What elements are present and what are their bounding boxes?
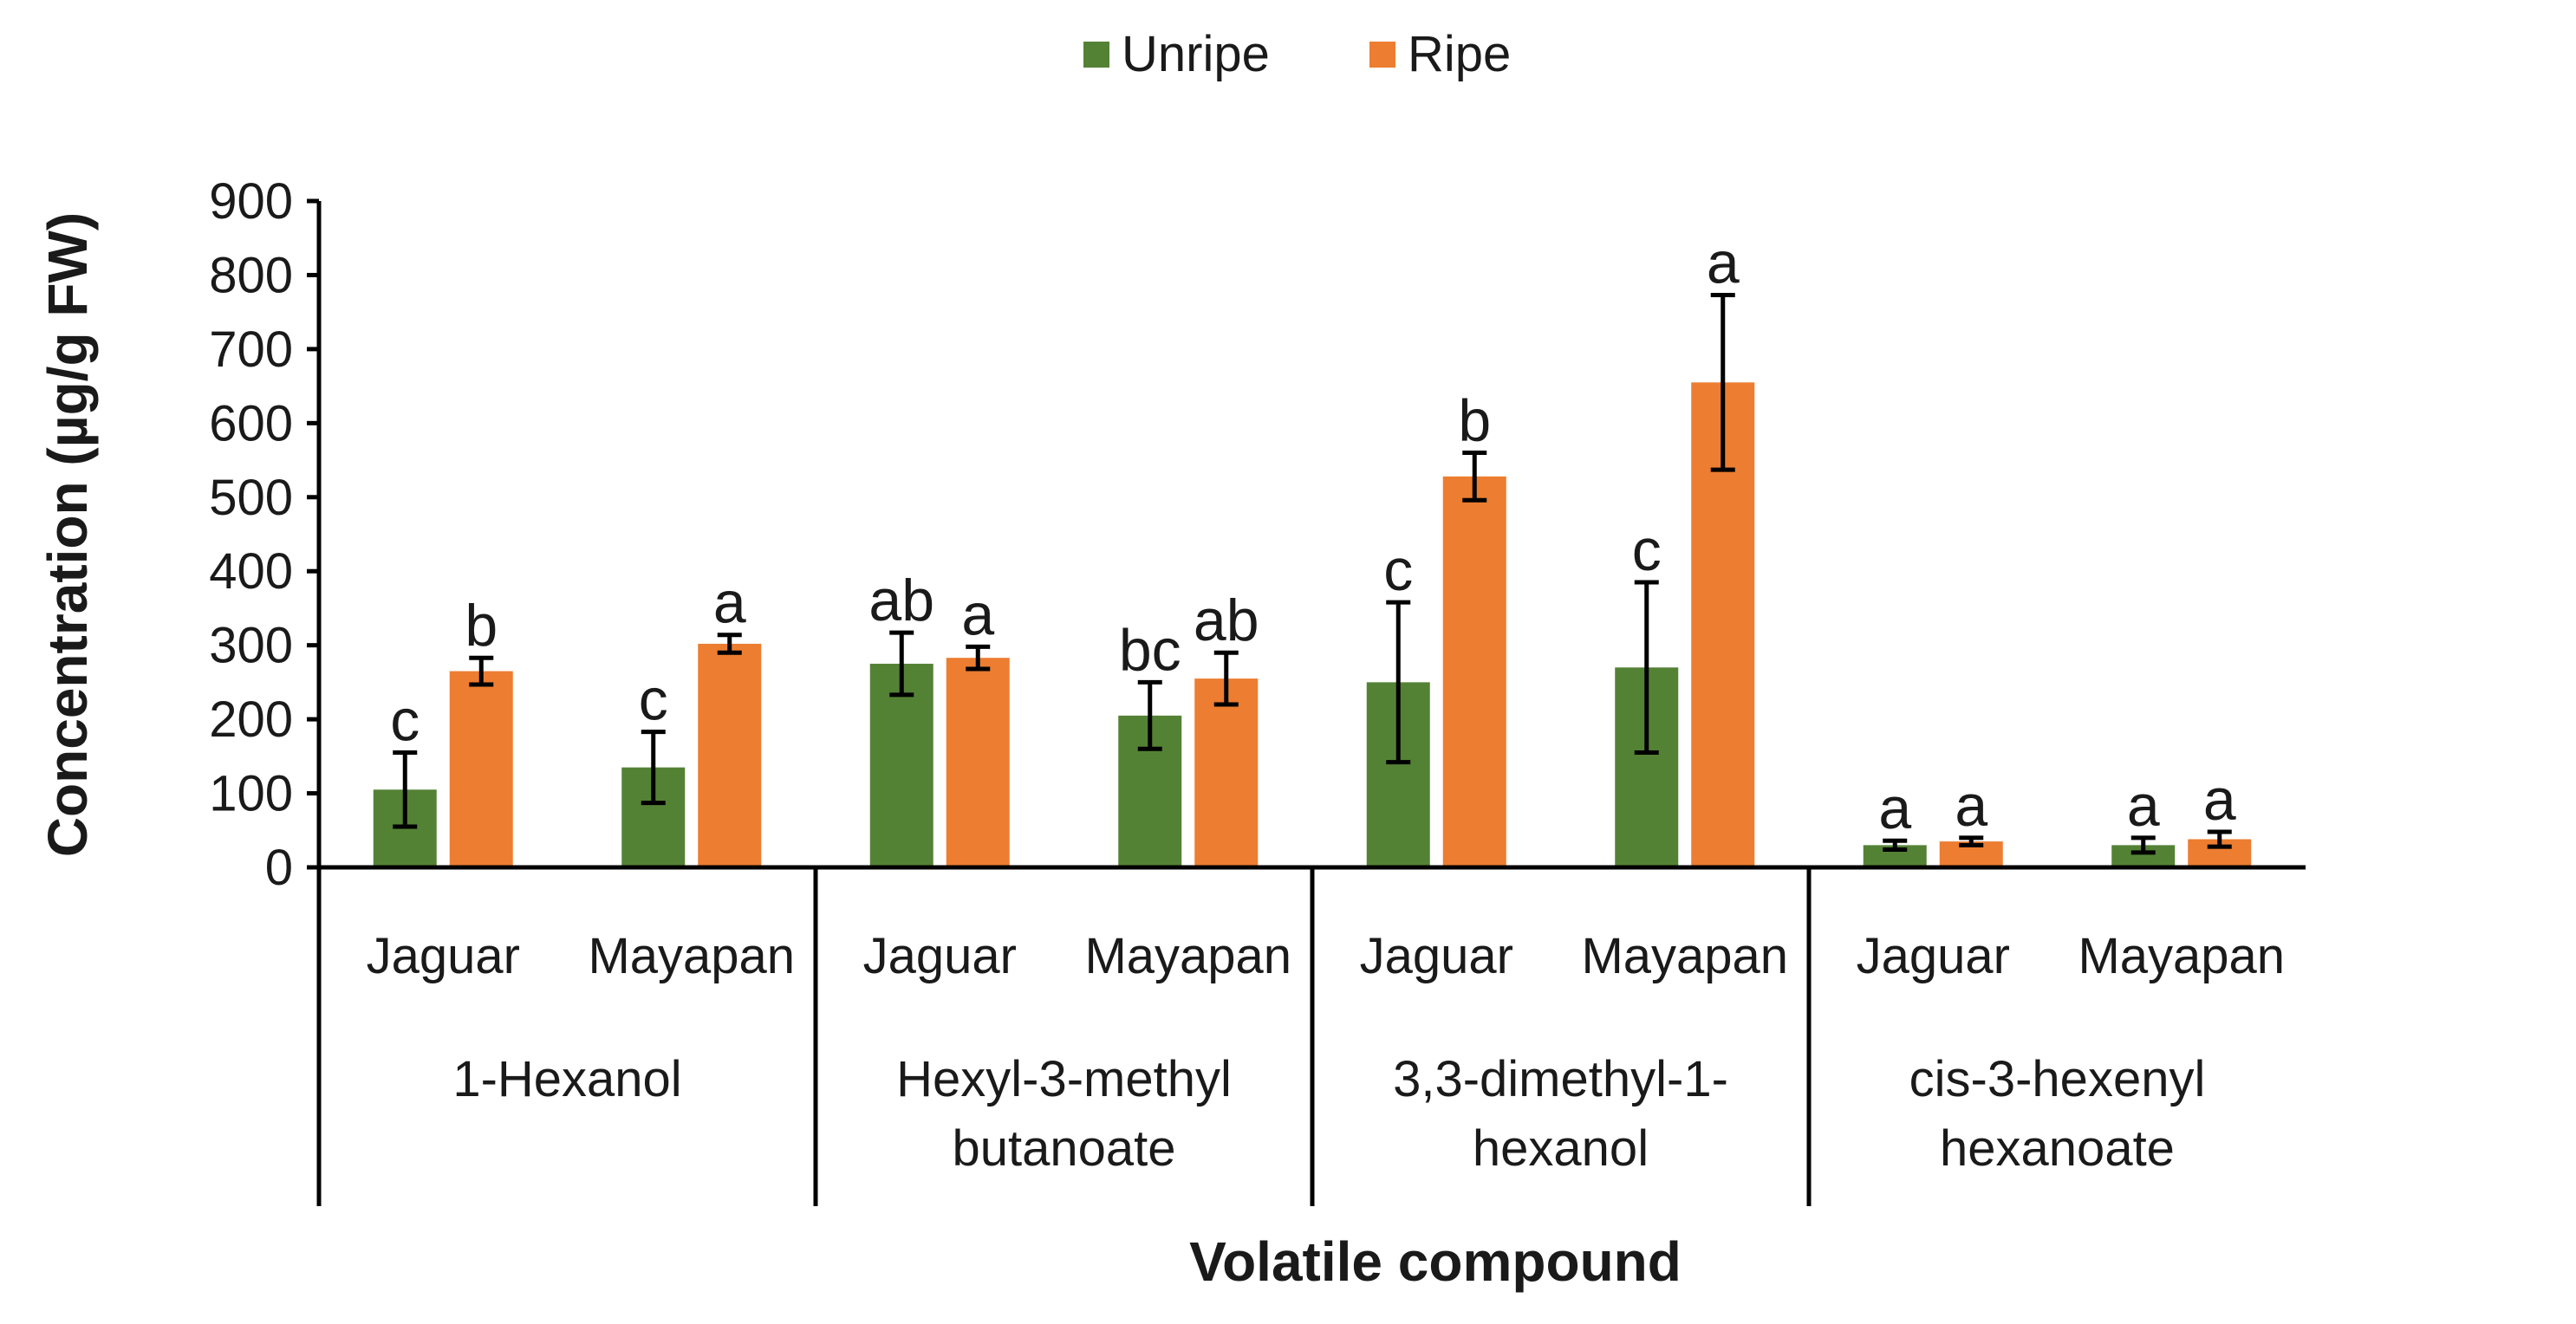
significance-letter: a bbox=[1707, 230, 1740, 296]
category-label: Jaguar bbox=[1360, 928, 1513, 984]
group-label: hexanoate bbox=[1940, 1120, 2175, 1177]
legend: Unripe Ripe bbox=[1083, 26, 1511, 82]
x-axis-labels: Jaguar Mayapan Jaguar Mayapan Jaguar Mayapan J… bbox=[367, 928, 2285, 1177]
legend-swatch-unripe bbox=[1083, 42, 1109, 68]
group-dividers bbox=[813, 867, 1812, 1206]
category-label: Mayapan bbox=[588, 928, 795, 984]
significance-letter: a bbox=[1878, 776, 1911, 841]
y-axis-title: Concentration (µg/g FW) bbox=[36, 212, 99, 857]
bar-ripe bbox=[449, 671, 513, 867]
y-tick-label: 800 bbox=[209, 247, 293, 303]
bar-ripe bbox=[698, 643, 762, 867]
significance-letter: ab bbox=[1194, 587, 1259, 653]
y-tick-label: 200 bbox=[209, 691, 293, 748]
category-label: Jaguar bbox=[1857, 928, 2010, 984]
y-tick-label: 600 bbox=[209, 395, 293, 451]
significance-letter: bc bbox=[1119, 617, 1181, 683]
bar-unripe bbox=[869, 664, 933, 867]
category-label: Jaguar bbox=[367, 928, 520, 984]
bar-ripe bbox=[946, 658, 1010, 867]
y-tick-label: 500 bbox=[209, 470, 293, 526]
y-tick-label: 0 bbox=[265, 840, 293, 896]
significance-letter: a bbox=[2127, 773, 2160, 839]
group-label: 3,3-dimethyl-1- bbox=[1393, 1051, 1728, 1107]
y-tick-label: 300 bbox=[209, 618, 293, 674]
y-tick-label: 100 bbox=[209, 766, 293, 822]
significance-letter: c bbox=[1383, 537, 1413, 603]
group-label: butanoate bbox=[952, 1120, 1175, 1177]
y-axis-ticks: 0 100 200 300 400 500 600 700 800 900 bbox=[209, 173, 319, 896]
bar-ripe bbox=[1442, 476, 1506, 867]
significance-letter: c bbox=[639, 667, 668, 733]
group-label: cis-3-hexenyl bbox=[1909, 1051, 2206, 1107]
category-label: Jaguar bbox=[863, 928, 1017, 984]
y-tick-label: 900 bbox=[209, 173, 293, 230]
legend-label-unripe: Unripe bbox=[1122, 26, 1270, 82]
bar-ripe bbox=[1194, 678, 1259, 867]
significance-letter: b bbox=[1458, 388, 1491, 454]
significance-letter: ab bbox=[868, 568, 934, 633]
significance-letter: c bbox=[390, 688, 420, 754]
significance-letter: b bbox=[465, 593, 498, 659]
significance-letter: a bbox=[2203, 767, 2236, 833]
legend-swatch-ripe bbox=[1369, 42, 1395, 68]
category-label: Mayapan bbox=[1084, 928, 1291, 984]
category-label: Mayapan bbox=[2078, 928, 2285, 984]
significance-letter: a bbox=[961, 581, 994, 647]
significance-letter: c bbox=[1632, 517, 1662, 583]
significance-letter: a bbox=[1955, 773, 1987, 839]
error-bars bbox=[393, 293, 2232, 855]
group-label: Hexyl-3-methyl bbox=[896, 1051, 1232, 1107]
y-tick-label: 700 bbox=[209, 321, 293, 378]
category-label: Mayapan bbox=[1581, 928, 1788, 984]
legend-label-ripe: Ripe bbox=[1408, 26, 1511, 82]
significance-letter: a bbox=[713, 570, 746, 636]
group-label: 1-Hexanol bbox=[452, 1051, 681, 1107]
group-label: hexanol bbox=[1473, 1120, 1649, 1177]
y-tick-label: 400 bbox=[209, 543, 293, 600]
x-axis-title: Volatile compound bbox=[1189, 1230, 1682, 1293]
